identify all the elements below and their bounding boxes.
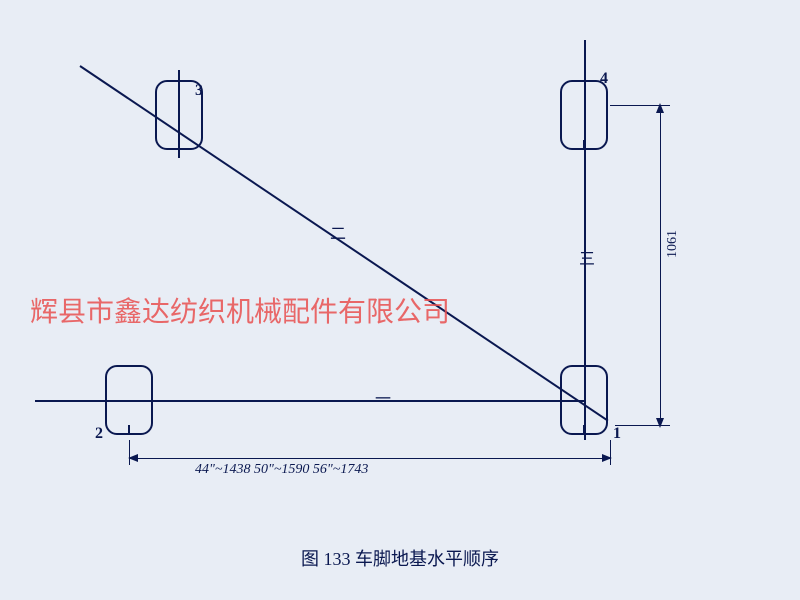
- line-foot3-axis: [178, 70, 180, 158]
- marker-san: 三: [572, 250, 596, 266]
- diagram-container: 1 2 3 4 一 二 三 44"~1438 50"~1590 56"~1743…: [0, 0, 800, 600]
- dim-right-text: 1061: [665, 230, 681, 258]
- foot-1-label: 1: [613, 425, 621, 443]
- line-bottom: [35, 400, 585, 402]
- foot-2-label: 2: [95, 425, 103, 443]
- line-right: [584, 40, 586, 440]
- dim-bottom-line: [130, 458, 610, 459]
- dim-bottom-text: 44"~1438 50"~1590 56"~1743: [195, 462, 368, 478]
- dim-right-arrow-d: [656, 418, 664, 428]
- foot-4-label: 4: [600, 70, 608, 88]
- foot-3-label: 3: [195, 82, 203, 100]
- figure-caption: 图 133 车脚地基水平顺序: [0, 545, 800, 571]
- watermark-text: 辉县市鑫达纺织机械配件有限公司: [30, 290, 450, 330]
- dim-right-ext-b: [615, 425, 670, 426]
- marker-er: 二: [330, 220, 346, 244]
- marker-yi: 一: [375, 385, 391, 409]
- dim-bottom-ext-r: [610, 440, 611, 465]
- dim-right-ext-t: [610, 105, 670, 106]
- dim-right-line: [660, 105, 661, 425]
- dim-bottom-ext-l: [129, 440, 130, 465]
